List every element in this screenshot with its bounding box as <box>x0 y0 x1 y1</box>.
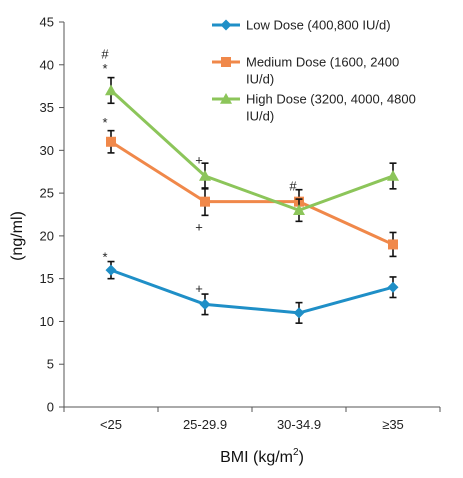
series-layer <box>105 76 399 324</box>
series-line <box>110 268 394 315</box>
legend-item-0: Low Dose (400,800 IU/d) <box>212 18 391 33</box>
data-point <box>199 298 211 310</box>
legend: Low Dose (400,800 IU/d) Medium Dose (1600… <box>212 18 416 124</box>
legend-label: Medium Dose (1600, 2400 <box>246 55 399 70</box>
y-tick-label: 20 <box>40 228 54 243</box>
significance-mark: * <box>102 249 107 264</box>
x-axis-title: BMI (kg/m2) <box>220 447 304 466</box>
x-tick-label: <25 <box>100 417 122 432</box>
legend-label: IU/d) <box>246 72 274 87</box>
significance-mark: + <box>195 153 203 168</box>
legend-marker <box>220 19 232 31</box>
legend-item-2: High Dose (3200, 4000, 4800 IU/d) <box>212 92 416 124</box>
significance-mark: # <box>101 47 109 62</box>
data-point <box>387 281 399 293</box>
legend-item-1: Medium Dose (1600, 2400 IU/d) <box>212 55 399 87</box>
series-0 <box>105 260 399 324</box>
y-tick-label: 45 <box>40 15 54 30</box>
y-tick-label: 0 <box>47 400 54 415</box>
data-point <box>199 170 211 181</box>
legend-marker <box>220 93 232 104</box>
legend-label: High Dose (3200, 4000, 4800 <box>246 92 416 107</box>
data-point <box>293 307 305 319</box>
x-axis-title-main: BMI (kg/m <box>220 449 293 466</box>
x-axis-title-superscript: 2 <box>293 447 299 458</box>
significance-mark: + <box>195 219 203 234</box>
y-tick-label: 40 <box>40 57 54 72</box>
significance-mark: * <box>102 61 107 76</box>
series-line <box>110 140 394 246</box>
axes: 0 5 10 15 20 25 30 35 40 45 <25 25-29.9 30-34.9 ≥35 <box>40 15 441 432</box>
legend-label: IU/d) <box>246 109 274 124</box>
x-tick-label: ≥35 <box>382 417 404 432</box>
data-point <box>200 196 210 207</box>
y-tick-label: 10 <box>40 314 54 329</box>
y-tick-label: 30 <box>40 143 54 158</box>
y-tick-label: 5 <box>47 357 54 372</box>
x-axis-title-close: ) <box>299 449 304 466</box>
legend-marker <box>221 57 231 67</box>
legend-label: Low Dose (400,800 IU/d) <box>246 18 391 33</box>
significance-mark: + <box>195 281 203 296</box>
significance-mark: * <box>102 115 107 130</box>
significance-mark: # <box>289 178 297 193</box>
y-tick-label: 15 <box>40 271 54 286</box>
y-tick-label: 35 <box>40 100 54 115</box>
data-point <box>105 264 117 276</box>
x-tick-label: 25-29.9 <box>183 417 227 432</box>
y-tick-label: 25 <box>40 186 54 201</box>
y-axis-title: (ng/ml) <box>9 211 26 261</box>
data-point <box>388 239 398 250</box>
data-point <box>387 170 399 181</box>
data-point <box>105 84 117 96</box>
data-point <box>293 204 305 216</box>
annotations: #***+++# <box>101 47 297 296</box>
series-2 <box>105 76 399 223</box>
x-tick-label: 30-34.9 <box>277 417 321 432</box>
data-point <box>106 136 116 147</box>
series-line <box>109 89 394 212</box>
